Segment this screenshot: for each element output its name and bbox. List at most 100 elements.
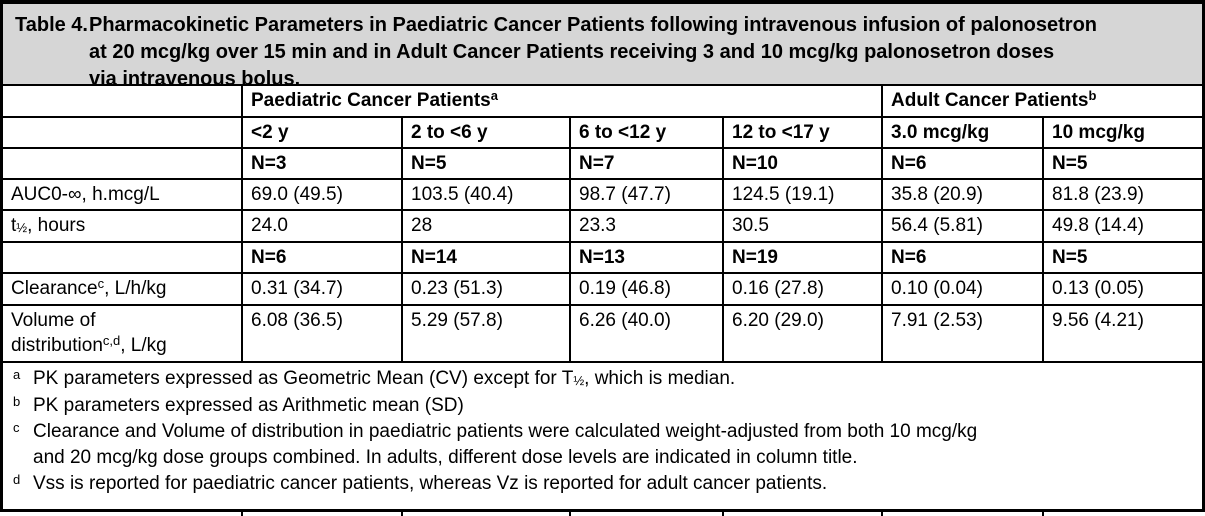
footnote-c-line-1: Clearance and Volume of distribution in … [33, 421, 978, 442]
clearance-unit: , L/h/kg [104, 278, 167, 299]
footnote-marker-d: d [13, 472, 21, 487]
clearance-value-cell: 0.19 (46.8) [569, 272, 724, 306]
half-life-value-cell: 56.4 (5.81) [881, 209, 1045, 243]
table-number-label: Table 4. [15, 14, 88, 36]
n-value-cell: N=13 [569, 241, 724, 274]
sample-size-row-2: N=6 N=14 N=13 N=19 N=6 N=5 [2, 241, 1204, 274]
column-header-under-2y: <2 y [241, 116, 403, 149]
auc-value-cell: 98.7 (47.7) [569, 178, 724, 211]
n-value-cell: N=6 [241, 241, 403, 274]
empty-corner-cell [2, 85, 243, 118]
group-header-adult: Adult Cancer Patientsb [881, 85, 1204, 118]
n-value-cell: N=5 [1042, 147, 1204, 180]
column-header-6-12y: 6 to <12 y [569, 116, 724, 149]
title-line-3: via intravenous bolus. [89, 68, 301, 90]
footnotes-block: a PK parameters expressed as Geometric M… [3, 361, 1202, 497]
volume-value-cell: 5.29 (57.8) [401, 304, 571, 362]
volume-value-cell: 7.91 (2.53) [881, 304, 1045, 362]
n-value-cell: N=14 [401, 241, 571, 274]
auc-value-cell: 103.5 (40.4) [401, 178, 571, 211]
volume-value-cell: 9.56 (4.21) [1042, 304, 1204, 362]
auc-value-cell: 35.8 (20.9) [881, 178, 1045, 211]
footnote-c-line-2: and 20 mcg/kg dose groups combined. In a… [33, 447, 858, 468]
group-header-row: Paediatric Cancer Patientsa Adult Cancer… [2, 85, 1204, 118]
half-life-value-cell: 30.5 [721, 209, 884, 243]
clearance-value-cell: 0.16 (27.8) [721, 272, 884, 306]
n-value-cell: N=7 [569, 147, 724, 180]
footnote-ref-b: b [1088, 88, 1097, 103]
empty-cell [2, 147, 243, 180]
column-divider-remnant [569, 512, 571, 516]
clearance-label-text: Clearance [11, 278, 98, 299]
clearance-parameter-label: Clearancec, L/h/kg [2, 272, 243, 306]
footnote-a: a PK parameters expressed as Geometric M… [3, 366, 1194, 393]
footnote-marker-a: a [13, 367, 21, 382]
n-value-cell: N=5 [401, 147, 571, 180]
half-life-value-cell: 49.8 (14.4) [1042, 209, 1204, 243]
volume-value-cell: 6.26 (40.0) [569, 304, 724, 362]
volume-value-cell: 6.20 (29.0) [721, 304, 884, 362]
sample-size-row-1: N=3 N=5 N=7 N=10 N=6 N=5 [2, 147, 1204, 180]
pk-data-grid: Paediatric Cancer Patientsa Adult Cancer… [2, 85, 1204, 362]
half-life-value-cell: 24.0 [241, 209, 403, 243]
column-header-10mcg: 10 mcg/kg [1042, 116, 1204, 149]
footnote-b: b PK parameters expressed as Arithmetic … [3, 393, 1194, 419]
table-title-text: Pharmacokinetic Parameters in Paediatric… [89, 12, 1097, 93]
volume-of-distribution-row: Volume of distributionc,d, L/kg 6.08 (36… [2, 304, 1204, 362]
table-frame: Table 4. Pharmacokinetic Parameters in P… [0, 4, 1205, 512]
one-half-fraction: ½ [573, 373, 585, 388]
footnote-marker-b: b [13, 394, 21, 409]
auc-row: AUC0-∞, h.mcg/L 69.0 (49.5) 103.5 (40.4)… [2, 178, 1204, 211]
volume-value-cell: 6.08 (36.5) [241, 304, 403, 362]
column-header-12-17y: 12 to <17 y [721, 116, 884, 149]
clearance-value-cell: 0.31 (34.7) [241, 272, 403, 306]
footnote-ref-c: c [97, 276, 105, 291]
adult-group-label: Adult Cancer Patients [891, 90, 1089, 111]
clearance-value-cell: 0.13 (0.05) [1042, 272, 1204, 306]
clearance-row: Clearancec, L/h/kg 0.31 (34.7) 0.23 (51.… [2, 272, 1204, 306]
n-value-cell: N=6 [881, 241, 1045, 274]
t-symbol: t [11, 215, 17, 236]
auc-value-cell: 69.0 (49.5) [241, 178, 403, 211]
half-life-row: t½, hours 24.0 28 23.3 30.5 56.4 (5.81) … [2, 209, 1204, 243]
footnote-ref-cd: c,d [102, 333, 121, 348]
paediatric-group-label: Paediatric Cancer Patients [251, 90, 491, 111]
half-life-parameter-label: t½, hours [2, 209, 243, 243]
empty-cell [2, 241, 243, 274]
n-value-cell: N=10 [721, 147, 884, 180]
table-top-border [0, 0, 1205, 4]
title-line-2: at 20 mcg/kg over 15 min and in Adult Ca… [89, 41, 1055, 63]
column-divider-remnant [1042, 512, 1044, 516]
column-header-3mcg: 3.0 mcg/kg [881, 116, 1045, 149]
auc-value-cell: 81.8 (23.9) [1042, 178, 1204, 211]
half-life-value-cell: 28 [401, 209, 571, 243]
footnote-a-text: PK parameters expressed as Geometric Mea… [33, 368, 574, 389]
group-header-paediatric: Paediatric Cancer Patientsa [240, 85, 884, 118]
footnote-d-text: Vss is reported for paediatric cancer pa… [33, 473, 828, 494]
column-divider-remnant [722, 512, 724, 516]
volume-label-text: Volume of distribution [11, 310, 103, 356]
n-value-cell: N=6 [881, 147, 1045, 180]
one-half-fraction: ½ [16, 220, 28, 235]
column-divider-remnant [241, 512, 243, 516]
column-header-row: <2 y 2 to <6 y 6 to <12 y 12 to <17 y 3.… [2, 116, 1204, 149]
column-divider-remnant [881, 512, 883, 516]
auc-value-cell: 124.5 (19.1) [721, 178, 884, 211]
footnote-d: d Vss is reported for paediatric cancer … [3, 471, 1194, 497]
volume-parameter-label: Volume of distributionc,d, L/kg [2, 304, 243, 362]
column-divider-remnant [401, 512, 403, 516]
volume-unit: , L/kg [120, 335, 167, 356]
n-value-cell: N=3 [241, 147, 403, 180]
footnote-ref-a: a [490, 88, 498, 103]
clearance-value-cell: 0.10 (0.04) [881, 272, 1045, 306]
footnote-a-text-end: , which is median. [584, 368, 736, 389]
table-title: Table 4. Pharmacokinetic Parameters in P… [3, 4, 1202, 90]
n-value-cell: N=5 [1042, 241, 1204, 274]
footnote-c: c Clearance and Volume of distribution i… [3, 419, 1194, 471]
column-header-2-6y: 2 to <6 y [401, 116, 571, 149]
footnote-marker-c: c [13, 420, 20, 435]
footnote-b-text: PK parameters expressed as Arithmetic me… [33, 395, 464, 416]
title-line-1: Pharmacokinetic Parameters in Paediatric… [89, 14, 1098, 36]
n-value-cell: N=19 [721, 241, 884, 274]
